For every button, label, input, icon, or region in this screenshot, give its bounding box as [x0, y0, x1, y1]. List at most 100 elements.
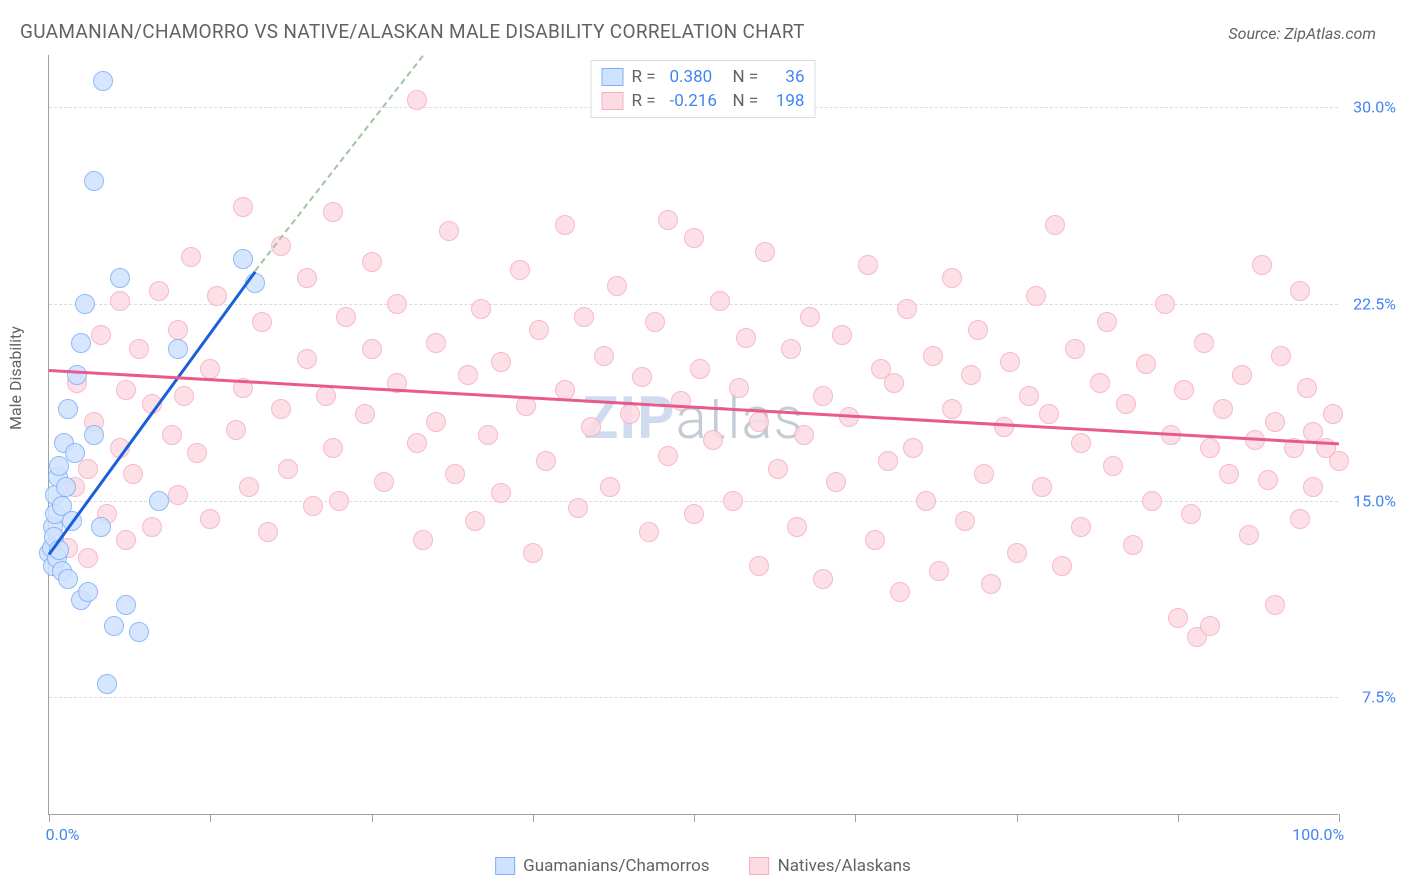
legend-swatch: [750, 857, 770, 875]
scatter-point: [162, 425, 182, 445]
scatter-point: [1065, 339, 1085, 359]
correlation-legend: R =0.380N =36R =-0.216N =198: [591, 60, 816, 118]
scatter-point: [1116, 394, 1136, 414]
scatter-point: [149, 281, 169, 301]
scatter-point: [104, 616, 124, 636]
scatter-point: [897, 299, 917, 319]
x-tick-label: 100.0%: [1292, 825, 1344, 844]
scatter-point: [407, 433, 427, 453]
scatter-point: [303, 496, 323, 516]
scatter-point: [1019, 386, 1039, 406]
scatter-point: [465, 511, 485, 531]
trendline: [255, 55, 424, 271]
scatter-point: [181, 247, 201, 267]
scatter-point: [168, 485, 188, 505]
scatter-point: [768, 459, 788, 479]
scatter-point: [1052, 556, 1072, 576]
y-tick-label: 15.0%: [1353, 491, 1396, 510]
legend-n-label: N =: [733, 91, 763, 111]
scatter-point: [1168, 608, 1188, 628]
scatter-point: [1071, 517, 1091, 537]
scatter-point: [800, 307, 820, 327]
scatter-point: [187, 443, 207, 463]
scatter-point: [110, 268, 130, 288]
legend-row: R =-0.216N =198: [602, 89, 805, 113]
scatter-point: [1097, 312, 1117, 332]
scatter-point: [278, 459, 298, 479]
x-tick: [694, 814, 695, 822]
scatter-point: [574, 307, 594, 327]
watermark: ZIPatlas: [583, 385, 804, 453]
y-tick-label: 7.5%: [1362, 688, 1396, 707]
gridline-h: [49, 697, 1338, 698]
scatter-point: [297, 349, 317, 369]
scatter-point: [323, 438, 343, 458]
scatter-point: [1194, 333, 1214, 353]
scatter-point: [336, 307, 356, 327]
scatter-point: [56, 477, 76, 497]
scatter-point: [1303, 477, 1323, 497]
scatter-point: [1071, 433, 1091, 453]
legend-r-label: R =: [632, 67, 662, 87]
legend-label: Guamanians/Chamorros: [523, 856, 709, 876]
scatter-point: [884, 373, 904, 393]
legend-swatch: [495, 857, 515, 875]
scatter-point: [142, 517, 162, 537]
scatter-point: [439, 221, 459, 241]
scatter-point: [1252, 255, 1272, 275]
scatter-point: [329, 491, 349, 511]
scatter-point: [878, 451, 898, 471]
scatter-point: [787, 517, 807, 537]
x-tick: [49, 814, 50, 822]
scatter-point: [632, 367, 652, 387]
scatter-point: [1239, 525, 1259, 545]
scatter-point: [968, 320, 988, 340]
scatter-point: [994, 417, 1014, 437]
scatter-point: [955, 511, 975, 531]
scatter-point: [929, 561, 949, 581]
scatter-point: [536, 451, 556, 471]
scatter-point: [607, 276, 627, 296]
scatter-point: [903, 438, 923, 458]
scatter-point: [710, 291, 730, 311]
scatter-point: [832, 325, 852, 345]
scatter-point: [168, 339, 188, 359]
scatter-point: [78, 582, 98, 602]
scatter-point: [226, 420, 246, 440]
scatter-point: [729, 378, 749, 398]
legend-r-value: 0.380: [670, 67, 725, 87]
scatter-point: [813, 569, 833, 589]
scatter-point: [84, 425, 104, 445]
scatter-point: [1142, 491, 1162, 511]
scatter-point: [942, 399, 962, 419]
scatter-point: [426, 412, 446, 432]
scatter-point: [1200, 616, 1220, 636]
scatter-point: [1213, 399, 1233, 419]
scatter-point: [78, 459, 98, 479]
scatter-point: [445, 464, 465, 484]
legend-label: Natives/Alaskans: [778, 856, 911, 876]
x-tick: [855, 814, 856, 822]
x-tick: [372, 814, 373, 822]
x-tick: [1178, 814, 1179, 822]
scatter-point: [116, 380, 136, 400]
legend-item: Natives/Alaskans: [750, 856, 911, 876]
y-axis-label: Male Disability: [6, 326, 25, 430]
scatter-point: [75, 294, 95, 314]
source-attribution: Source: ZipAtlas.com: [1228, 24, 1376, 43]
legend-swatch: [602, 68, 624, 86]
x-tick-label: 0.0%: [46, 825, 80, 844]
scatter-point: [239, 477, 259, 497]
scatter-point: [58, 399, 78, 419]
scatter-point: [426, 333, 446, 353]
scatter-point: [1271, 346, 1291, 366]
scatter-point: [116, 530, 136, 550]
y-tick-label: 22.5%: [1353, 294, 1396, 313]
scatter-point: [594, 346, 614, 366]
scatter-point: [458, 365, 478, 385]
scatter-point: [781, 339, 801, 359]
scatter-point: [1290, 509, 1310, 529]
scatter-point: [890, 582, 910, 602]
scatter-point: [129, 622, 149, 642]
scatter-point: [65, 443, 85, 463]
